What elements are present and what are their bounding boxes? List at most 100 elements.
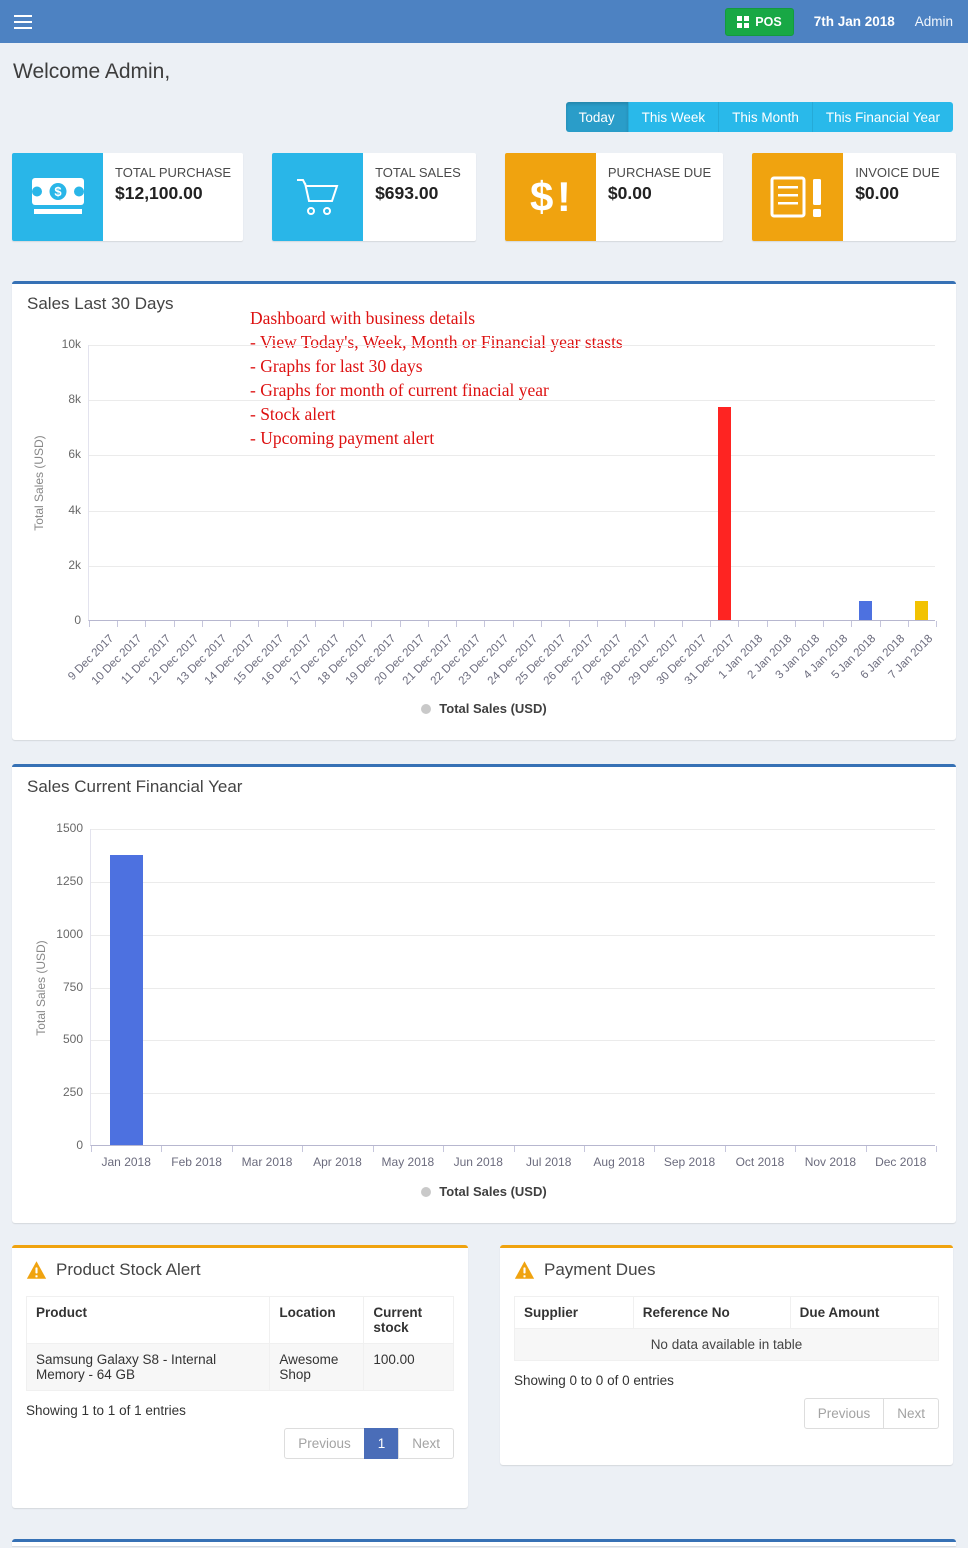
gridline bbox=[91, 987, 935, 989]
tab-this-week[interactable]: This Week bbox=[627, 102, 719, 132]
table-summary: Showing 0 to 0 of 0 entries bbox=[514, 1373, 674, 1388]
x-tick bbox=[766, 621, 768, 627]
x-axis-label: Apr 2018 bbox=[313, 1155, 362, 1169]
gridline bbox=[91, 881, 935, 883]
previous-page-button[interactable]: Previous bbox=[284, 1428, 365, 1459]
gridline bbox=[89, 345, 935, 346]
x-axis-label: Dec 2018 bbox=[875, 1155, 927, 1169]
panel-title: Payment Dues bbox=[544, 1260, 656, 1279]
tab-this-month[interactable]: This Month bbox=[718, 102, 812, 132]
y-tick-label: 10k bbox=[61, 337, 81, 351]
chart-legend[interactable]: Total Sales (USD) bbox=[12, 1184, 956, 1199]
x-tick bbox=[201, 621, 203, 627]
next-page-button[interactable]: Next bbox=[883, 1398, 939, 1429]
chart-legend[interactable]: Total Sales (USD) bbox=[12, 701, 956, 716]
y-tick-label: 1500 bbox=[56, 821, 83, 835]
dollar-exclamation-icon: $ ! bbox=[504, 153, 596, 241]
stat-label: TOTAL SALES bbox=[375, 165, 461, 180]
annotation-line: - Stock alert bbox=[250, 404, 336, 424]
x-tick bbox=[513, 1146, 515, 1152]
annotation-line: - Graphs for last 30 days bbox=[250, 356, 423, 376]
chart-bar[interactable] bbox=[915, 600, 929, 620]
page-title: Welcome Admin, bbox=[13, 60, 171, 83]
x-tick bbox=[302, 1146, 304, 1152]
annotation-line: - Upcoming payment alert bbox=[250, 428, 435, 448]
stat-label: TOTAL PURCHASE bbox=[115, 165, 232, 180]
gridline bbox=[89, 400, 935, 402]
y-tick-label: 6k bbox=[68, 447, 81, 462]
hamburger-menu-icon[interactable] bbox=[14, 7, 44, 37]
y-tick-label: 500 bbox=[62, 1032, 83, 1047]
column-header[interactable]: Location bbox=[269, 1296, 365, 1344]
column-header[interactable]: Due Amount bbox=[789, 1296, 940, 1329]
x-axis-label: Jul 2018 bbox=[526, 1155, 572, 1169]
x-tick bbox=[314, 621, 316, 627]
x-axis-label: Mar 2018 bbox=[241, 1155, 293, 1169]
y-tick-label: 250 bbox=[62, 1085, 83, 1100]
column-header[interactable]: Product bbox=[25, 1296, 271, 1344]
gridline bbox=[89, 455, 935, 457]
chart-title: Sales Current Financial Year bbox=[27, 777, 243, 796]
x-tick bbox=[879, 621, 881, 627]
chart-bar[interactable] bbox=[858, 601, 872, 620]
total-purchase-card: $ TOTAL PURCHASE $12,100.00 bbox=[12, 153, 244, 241]
page-1-button[interactable]: 1 bbox=[363, 1428, 400, 1459]
invoice-exclamation-icon bbox=[752, 153, 844, 241]
tab-today[interactable]: Today bbox=[565, 102, 628, 132]
y-tick-label: 750 bbox=[62, 979, 83, 994]
annotation-line: - Graphs for month of current finacial y… bbox=[250, 380, 549, 400]
x-tick bbox=[512, 621, 514, 627]
gridline bbox=[91, 1040, 935, 1042]
user-menu[interactable]: Admin bbox=[914, 14, 953, 29]
x-tick bbox=[286, 621, 288, 627]
payment-dues-table: Supplier Reference No Due Amount No data… bbox=[514, 1296, 940, 1361]
top-navbar: POS 7th Jan 2018 Admin bbox=[0, 0, 968, 43]
chart-bar[interactable] bbox=[109, 855, 143, 1145]
x-tick bbox=[851, 621, 853, 627]
x-tick bbox=[823, 621, 825, 627]
x-axis-label: May 2018 bbox=[381, 1155, 435, 1169]
pos-button[interactable]: POS bbox=[725, 7, 794, 36]
payment-dues-panel: Payment Dues Supplier Reference No Due A… bbox=[500, 1245, 953, 1465]
x-axis-label: Nov 2018 bbox=[804, 1155, 857, 1169]
alerts-row: Product Stock Alert Product Location Cur… bbox=[12, 1245, 956, 1508]
x-tick bbox=[936, 621, 937, 627]
pos-button-label: POS bbox=[755, 14, 782, 29]
x-tick bbox=[654, 1146, 656, 1152]
stat-value: $0.00 bbox=[607, 183, 652, 203]
purchase-due-card: $ ! PURCHASE DUE $0.00 bbox=[504, 153, 724, 241]
svg-text:$: $ bbox=[54, 184, 62, 199]
annotation-note: Dashboard with business details - View T… bbox=[250, 306, 623, 450]
product-stock-alert-panel: Product Stock Alert Product Location Cur… bbox=[12, 1245, 468, 1508]
stat-value: $693.00 bbox=[375, 183, 439, 203]
stat-label: PURCHASE DUE bbox=[607, 165, 712, 180]
previous-page-button[interactable]: Previous bbox=[803, 1398, 885, 1429]
tab-this-financial-year[interactable]: This Financial Year bbox=[811, 102, 953, 132]
y-tick-label: 1250 bbox=[56, 873, 83, 888]
x-tick bbox=[145, 621, 147, 627]
column-header[interactable]: Reference No bbox=[632, 1296, 791, 1329]
annotation-line: Dashboard with business details bbox=[250, 308, 476, 328]
empty-message: No data available in table bbox=[514, 1328, 939, 1361]
warning-triangle-icon bbox=[26, 1261, 47, 1279]
column-header[interactable]: Supplier bbox=[514, 1296, 634, 1329]
x-tick bbox=[794, 621, 796, 627]
x-tick bbox=[371, 621, 373, 627]
gridline bbox=[89, 510, 935, 512]
x-tick bbox=[865, 1146, 867, 1152]
x-tick bbox=[231, 1146, 233, 1152]
column-header[interactable]: Current stock bbox=[363, 1296, 454, 1344]
legend-dot-icon bbox=[421, 703, 432, 714]
stat-value: $12,100.00 bbox=[115, 183, 203, 203]
total-sales-card: TOTAL SALES $693.00 bbox=[272, 153, 476, 241]
chart-title: Sales Last 30 Days bbox=[27, 294, 174, 313]
x-axis-label: Jun 2018 bbox=[453, 1155, 503, 1169]
next-page-button[interactable]: Next bbox=[398, 1428, 454, 1459]
legend-dot-icon bbox=[421, 1186, 432, 1197]
current-stock-cell: 100.00 bbox=[363, 1343, 454, 1391]
cart-icon bbox=[272, 153, 364, 241]
x-tick bbox=[91, 1146, 92, 1152]
x-tick bbox=[484, 621, 486, 627]
chart-bar[interactable] bbox=[717, 407, 731, 620]
x-tick bbox=[681, 621, 683, 627]
